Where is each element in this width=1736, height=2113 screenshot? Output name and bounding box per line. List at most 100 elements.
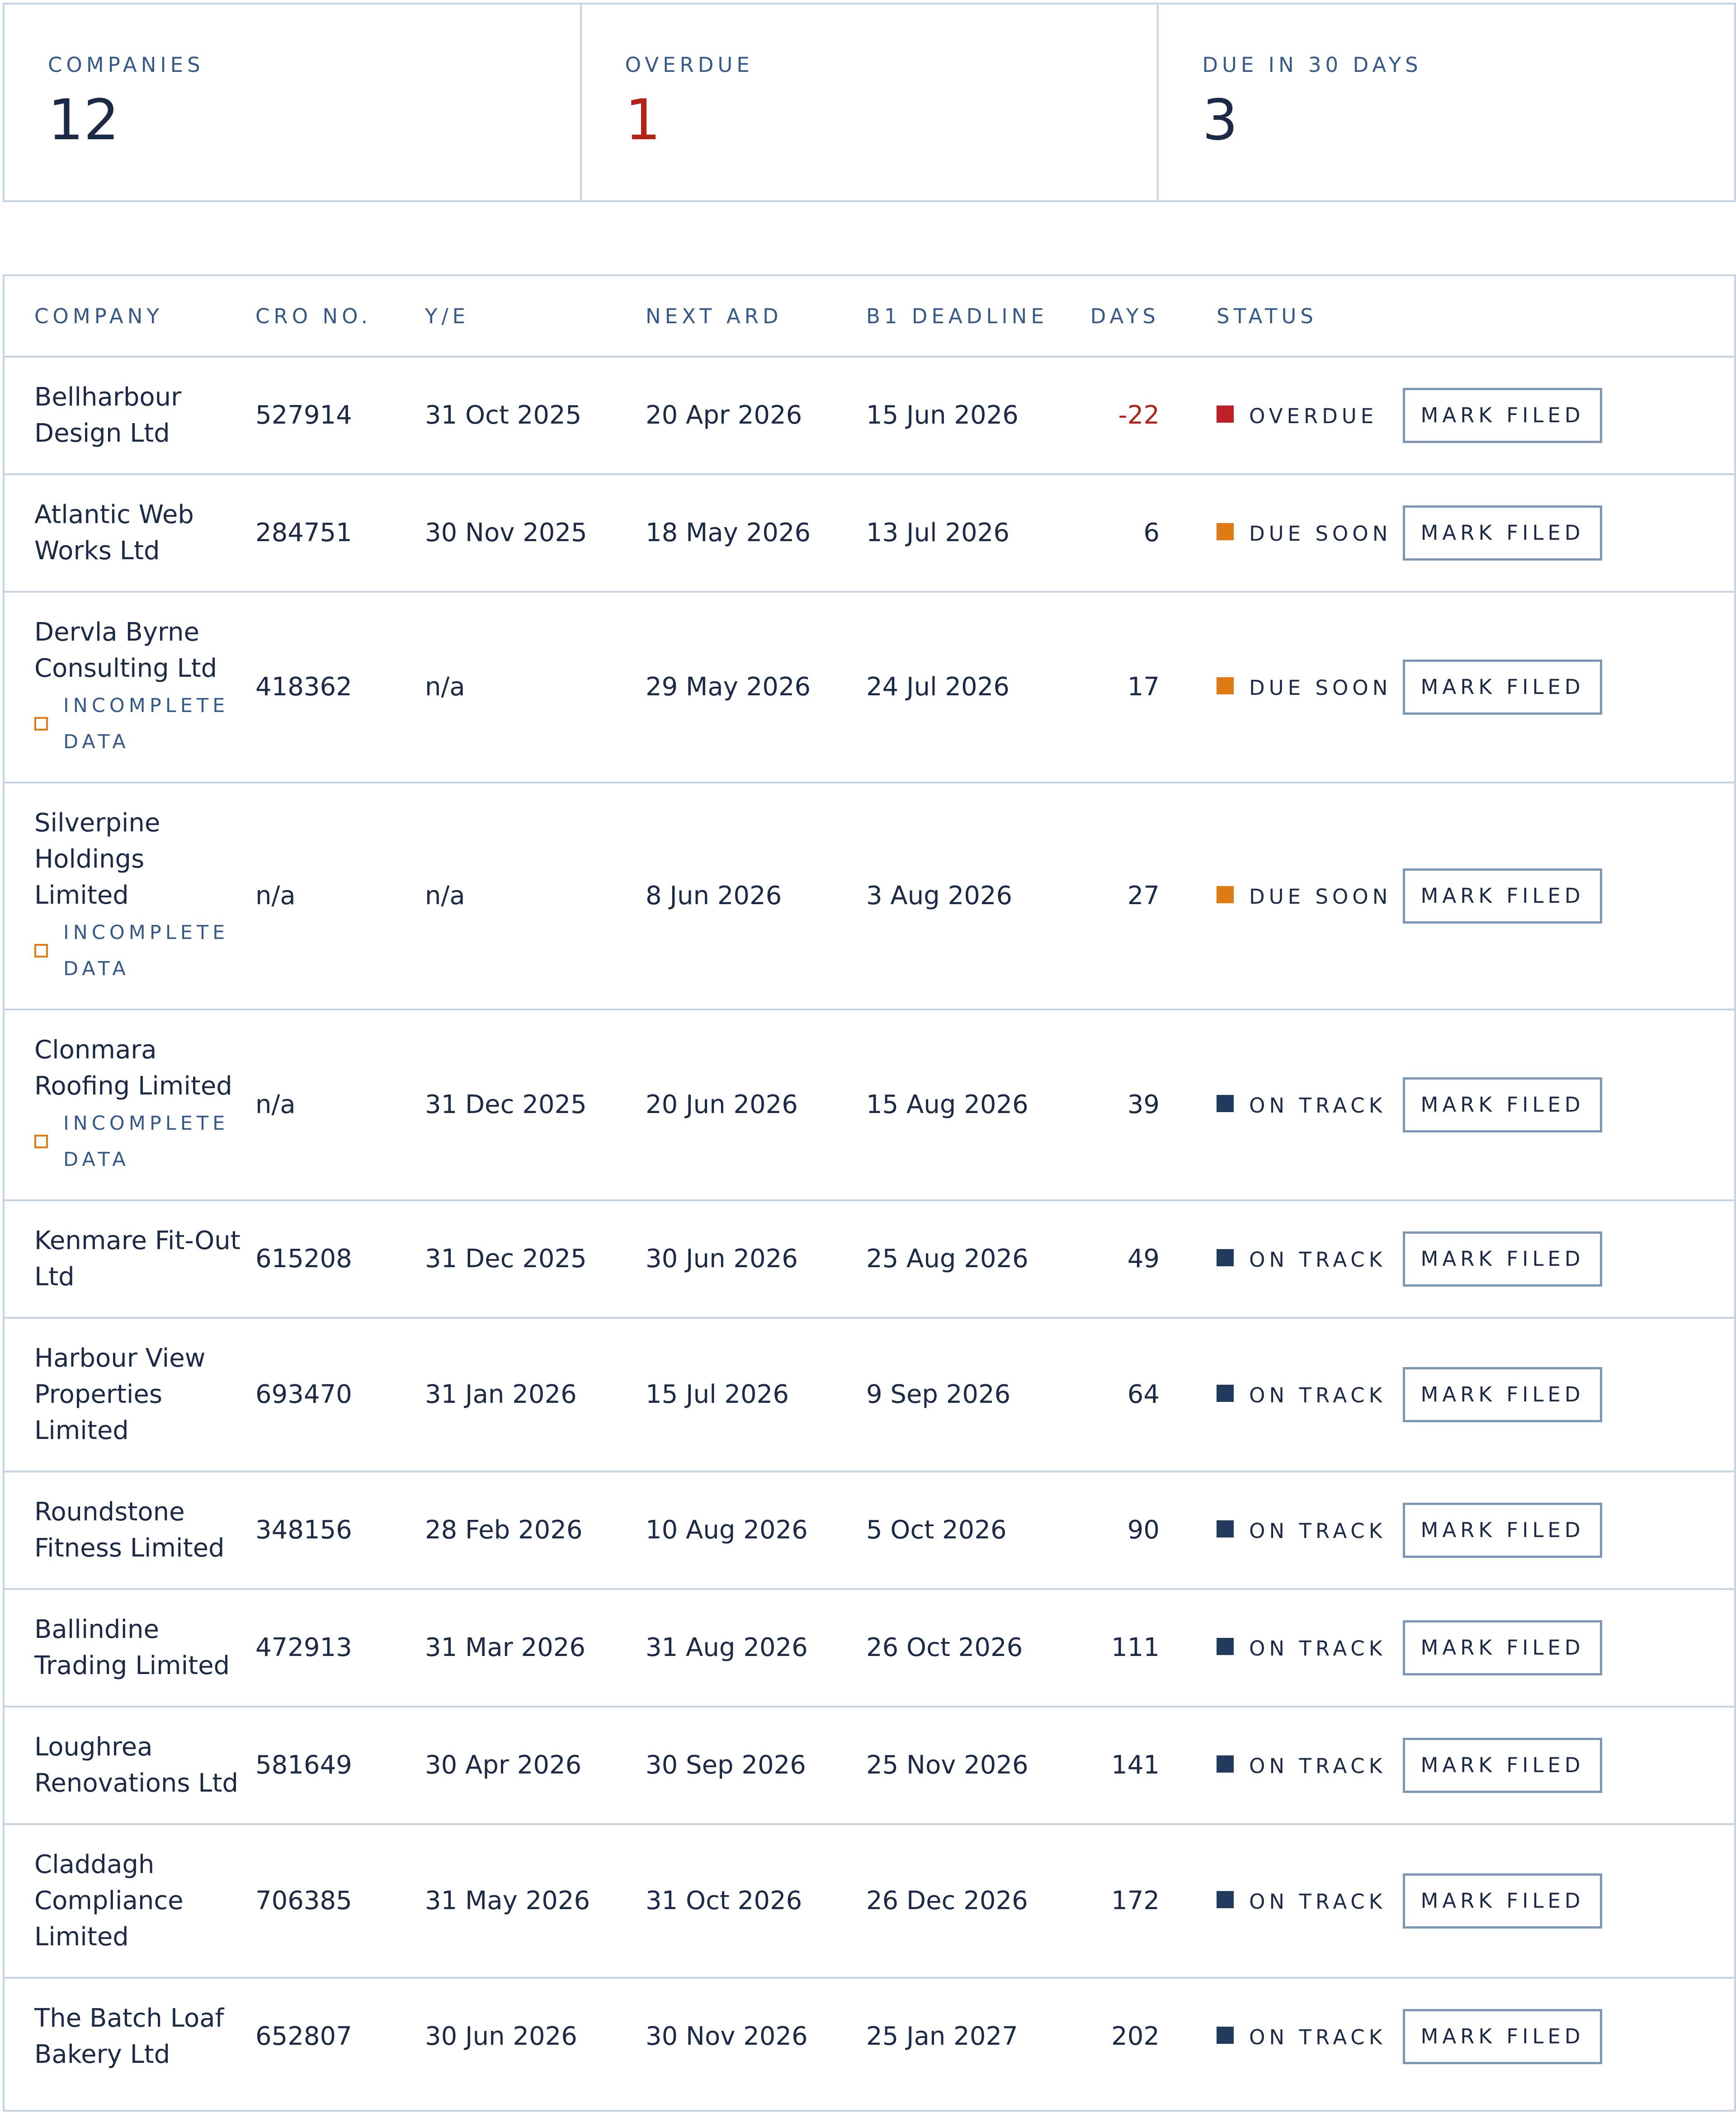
incomplete-data-flag: INCOMPLETE DATA [34, 915, 246, 987]
status-cell: OVERDUE [1160, 357, 1373, 475]
incomplete-data-flag: INCOMPLETE DATA [34, 688, 246, 760]
table-row: Roundstone Fitness Limited 348156 28 Feb 2… [5, 1472, 1736, 1590]
next-ard-cell: 31 Oct 2026 [646, 1824, 866, 1979]
next-ard-cell: 18 May 2026 [646, 474, 866, 593]
cro-number-cell: 284751 [255, 474, 425, 593]
status-cell: DUE SOON [1160, 474, 1387, 593]
action-cell: MARK FILED [1368, 1472, 1736, 1590]
mark-filed-button[interactable]: MARK FILED [1403, 1503, 1602, 1558]
mark-filed-button[interactable]: MARK FILED [1403, 1231, 1602, 1287]
year-end-cell: 31 Dec 2025 [425, 1009, 646, 1201]
overdue-label: OVERDUE [625, 53, 754, 77]
warning-square-icon [34, 717, 48, 731]
next-ard-cell: 30 Nov 2026 [646, 2022, 808, 2051]
table-row: Claddagh Compliance Limited 706385 31 May … [5, 1824, 1736, 1979]
column-header-status: STATUS [1160, 276, 1368, 358]
mark-filed-button[interactable]: MARK FILED [1403, 2009, 1602, 2064]
status-cell: DUE SOON [1160, 783, 1387, 1010]
incomplete-data-label: INCOMPLETE DATA [63, 694, 229, 753]
b1-deadline-cell: 25 Aug 2026 [866, 1200, 1086, 1319]
table-row: Silverpine Holdings Limited INCOMPLETE DA… [5, 783, 1736, 1010]
status-cell: ON TRACK [1160, 1472, 1382, 1590]
mark-filed-button[interactable]: MARK FILED [1403, 1367, 1602, 1422]
status-square-icon [1217, 1095, 1234, 1113]
mark-filed-button[interactable]: MARK FILED [1403, 1738, 1602, 1793]
status-label: DUE SOON [1249, 675, 1392, 700]
mark-filed-button[interactable]: MARK FILED [1403, 388, 1602, 443]
b1-deadline-cell: 15 Jun 2026 [866, 357, 1086, 475]
year-end-cell: n/a [425, 592, 646, 783]
company-cell: The Batch Loaf Bakery Ltd [5, 1978, 255, 2094]
status-cell: ON TRACK [1160, 1707, 1382, 1825]
days-cell: 90 [1086, 1472, 1160, 1590]
mark-filed-button[interactable]: MARK FILED [1403, 1620, 1602, 1675]
status-cell: ON TRACK [1160, 1589, 1382, 1707]
company-name: Atlantic Web Works Ltd [34, 500, 194, 566]
cro-number-cell: 652807 [255, 2022, 352, 2051]
company-cell: Atlantic Web Works Ltd [5, 474, 255, 593]
status-square-icon [1217, 1891, 1234, 1909]
status-square-icon [1217, 1755, 1234, 1773]
cro-number-cell: 693470 [255, 1318, 425, 1472]
days-cell: 49 [1086, 1200, 1160, 1319]
due-30-days-count: 3 [1202, 88, 1238, 153]
cro-number-cell: 472913 [255, 1589, 425, 1707]
days-cell: 64 [1086, 1318, 1160, 1472]
year-end-cell: 30 Apr 2026 [425, 1707, 646, 1825]
table-row: Clonmara Roofing Limited INCOMPLETE DATA n… [5, 1009, 1736, 1201]
companies-label: COMPANIES [48, 53, 204, 77]
year-end-cell: 31 Mar 2026 [425, 1589, 646, 1707]
company-name: Dervla Byrne Consulting Ltd [34, 618, 217, 683]
status-label: ON TRACK [1249, 1519, 1387, 1543]
table-row: Bellharbour Design Ltd 527914 31 Oct 2025 2… [5, 357, 1736, 475]
table-row: Dervla Byrne Consulting Ltd INCOMPLETE DA… [5, 592, 1736, 783]
status-cell: ON TRACK [1160, 1824, 1382, 1979]
status-label: OVERDUE [1249, 404, 1378, 428]
company-cell: Ballindine Trading Limited [5, 1589, 255, 1707]
year-end-cell: 30 Nov 2025 [425, 474, 646, 593]
overdue-count: 1 [625, 88, 661, 153]
status-square-icon [1217, 523, 1234, 541]
column-header-cro-no: CRO NO. [255, 276, 425, 358]
next-ard-cell: 15 Jul 2026 [646, 1318, 866, 1472]
status-label: ON TRACK [1249, 1636, 1387, 1660]
companies-count: 12 [48, 88, 119, 153]
days-cell: 202 [1111, 2022, 1160, 2051]
b1-deadline-cell: 24 Jul 2026 [866, 592, 1086, 783]
action-cell: MARK FILED [1368, 783, 1736, 1010]
table-body: Bellharbour Design Ltd 527914 31 Oct 2025 2… [5, 357, 1736, 2094]
b1-deadline-cell: 13 Jul 2026 [866, 474, 1086, 593]
incomplete-data-label: INCOMPLETE DATA [63, 921, 229, 980]
days-cell: 6 [1086, 474, 1160, 593]
mark-filed-button[interactable]: MARK FILED [1403, 660, 1602, 715]
filings-table-container: COMPANY CRO NO. Y/E NEXT ARD B1 DEADLINE… [3, 274, 1736, 2112]
company-name: Silverpine Holdings Limited [34, 808, 160, 910]
action-cell: MARK FILED [1368, 1978, 1736, 2094]
mark-filed-button[interactable]: MARK FILED [1403, 868, 1602, 924]
company-cell: Harbour View Properties Limited [5, 1318, 255, 1472]
days-cell: 39 [1086, 1009, 1160, 1201]
next-ard-cell: 8 Jun 2026 [646, 783, 866, 1010]
cro-number-cell: 418362 [255, 592, 425, 783]
days-cell: 27 [1086, 783, 1160, 1010]
next-ard-cell: 31 Aug 2026 [646, 1589, 866, 1707]
column-header-next-ard: NEXT ARD [646, 276, 866, 358]
mark-filed-button[interactable]: MARK FILED [1403, 1873, 1602, 1929]
table-header-row: COMPANY CRO NO. Y/E NEXT ARD B1 DEADLINE… [5, 276, 1736, 358]
cro-number-cell: 615208 [255, 1200, 425, 1319]
company-cell: Claddagh Compliance Limited [5, 1824, 255, 1979]
cro-number-cell: 581649 [255, 1707, 425, 1825]
companies-card: COMPANIES 12 [5, 5, 582, 200]
cro-number-cell: n/a [255, 783, 425, 1010]
mark-filed-button[interactable]: MARK FILED [1403, 1077, 1602, 1132]
next-ard-cell: 20 Apr 2026 [646, 357, 866, 475]
b1-deadline-cell: 3 Aug 2026 [866, 783, 1086, 1010]
status-square-icon [1217, 1520, 1234, 1538]
days-cell: -22 [1086, 357, 1160, 475]
mark-filed-button[interactable]: MARK FILED [1403, 505, 1602, 561]
status-cell: DUE SOON [1160, 592, 1387, 783]
action-cell: MARK FILED [1368, 474, 1736, 593]
company-name: Claddagh Compliance Limited [34, 1850, 184, 1952]
b1-deadline-cell: 26 Oct 2026 [866, 1589, 1086, 1707]
status-cell: ON TRACK [1160, 1978, 1382, 2094]
